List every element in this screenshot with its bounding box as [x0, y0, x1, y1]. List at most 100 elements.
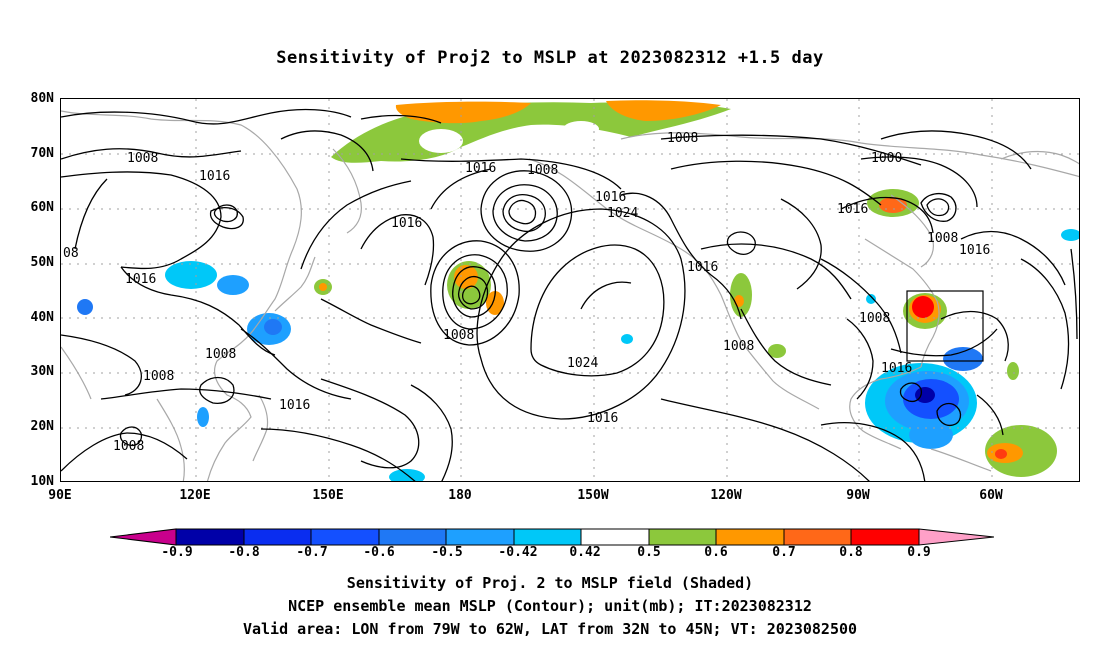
shade-atlantic-blue	[1061, 229, 1079, 241]
contour-label: 1016	[595, 190, 626, 205]
contour-south-1	[320, 378, 420, 469]
shade-atlantic-red	[995, 449, 1007, 459]
mslp-contours	[61, 108, 1078, 481]
contour-low-3	[452, 266, 497, 318]
contour-east-6	[780, 198, 822, 290]
lat-lon-grid	[61, 99, 1079, 481]
colorbar-box	[850, 528, 920, 546]
contour-carib-loop-2	[899, 382, 923, 403]
contour-east-1	[620, 192, 742, 320]
contour-low-outer	[430, 240, 520, 346]
contour-pac-3	[360, 214, 435, 286]
shade-korea-blue-dark	[264, 319, 282, 335]
contour-label: 1016	[465, 161, 496, 176]
contour-nw-loop	[213, 204, 238, 223]
contour-aleut-3	[502, 193, 546, 233]
contour-label: 1008	[443, 328, 474, 343]
shade-westasia-blue	[77, 299, 93, 315]
shade-baja-green	[768, 344, 786, 358]
contour-south-3	[260, 428, 416, 481]
contour-atl-1	[940, 310, 1009, 362]
shade-arctic-hole	[419, 129, 463, 153]
positive-sensitivity-shading	[314, 100, 1057, 477]
contour-label: 1016	[391, 216, 422, 231]
contour-canada-loop	[920, 192, 957, 222]
contour-aleut-outer	[480, 170, 573, 252]
lat-label-20n: 20N	[30, 419, 54, 434]
contour-label: 1008	[127, 151, 158, 166]
contour-east-3	[660, 134, 922, 166]
shade-westcoast-orange	[734, 295, 744, 307]
colorbar-box	[648, 528, 717, 546]
shade-scs-blue	[197, 407, 209, 427]
contour-label: 1016	[959, 243, 990, 258]
contour-east-5	[740, 308, 832, 386]
contour-label: 1008	[927, 231, 958, 246]
coastline-gulf	[849, 366, 922, 450]
colorbar-label: 0.6	[704, 545, 728, 560]
contour-west-4	[61, 334, 142, 396]
colorbar-right-extension	[918, 528, 994, 546]
lat-label-60n: 60N	[30, 200, 54, 215]
colorbar-box	[715, 528, 785, 546]
contour-label: 1008	[859, 311, 890, 326]
contour-sea-1	[240, 328, 352, 400]
shade-pacific-low-orange	[454, 265, 478, 289]
coastline-alaska	[528, 158, 820, 410]
contour-label: 08	[63, 246, 79, 261]
contour-high-3	[580, 281, 632, 310]
shade-target-red	[912, 296, 934, 318]
contour-label: 1008	[527, 163, 558, 178]
shade-arctic-hole-2	[563, 121, 599, 137]
contour-se-1	[660, 398, 870, 481]
contour-carib-loop	[936, 402, 962, 427]
lon-label-90e: 90E	[48, 488, 72, 503]
coastline-us-east	[864, 238, 940, 368]
colorbar-label: -0.7	[296, 545, 328, 560]
contour-high-outer	[476, 208, 686, 420]
contour-label: 1016	[687, 260, 718, 275]
contour-pac-2	[320, 298, 422, 344]
lon-label-180: 180	[448, 488, 472, 503]
shade-california-blue	[866, 294, 876, 304]
contour-west-3	[120, 266, 276, 356]
shade-japan-orange	[319, 283, 327, 291]
lon-label-150e: 150E	[312, 488, 344, 503]
lon-label-120w: 120W	[710, 488, 742, 503]
shade-china-blue	[165, 261, 217, 289]
contour-west-5	[100, 388, 272, 400]
colorbar-box	[378, 528, 447, 546]
contour-label: 1024	[567, 356, 598, 371]
lat-label-80n: 80N	[30, 91, 54, 106]
contour-label: 1008	[143, 369, 174, 384]
contour-label: 1008	[667, 131, 698, 146]
colorbar-label: 0.8	[839, 545, 863, 560]
contour-north-2	[61, 148, 242, 160]
coastline-greenland	[1000, 150, 1079, 165]
contour-canada-loop-2	[926, 198, 950, 217]
contour-labels-2: 1016	[881, 361, 912, 376]
contour-east-2	[670, 160, 882, 206]
colorbar-box	[783, 528, 852, 546]
contour-ne-2	[860, 156, 978, 208]
colorbar-box	[175, 528, 245, 546]
contour-low-2	[442, 254, 508, 330]
contour-us-2	[846, 318, 874, 400]
contour-west-1	[61, 171, 222, 270]
coastline-indochina	[156, 398, 185, 481]
coastline-kamchatka	[332, 148, 362, 234]
coastline-philippines	[252, 394, 269, 462]
coastline-central-america	[930, 448, 992, 472]
colorbar-label: 0.5	[637, 545, 661, 560]
lat-label-50n: 50N	[30, 255, 54, 270]
coastline-asia-east	[61, 110, 302, 481]
contour-us-3	[890, 328, 998, 357]
coastline-india	[61, 346, 92, 400]
contour-north-pac	[360, 114, 442, 124]
contour-label: 1008	[205, 347, 236, 362]
lon-label-120e: 120E	[179, 488, 211, 503]
contour-low-4	[457, 275, 489, 310]
colorbar-label: 0.7	[772, 545, 796, 560]
contour-sea-3	[209, 206, 244, 230]
contour-sea-2	[280, 130, 374, 172]
